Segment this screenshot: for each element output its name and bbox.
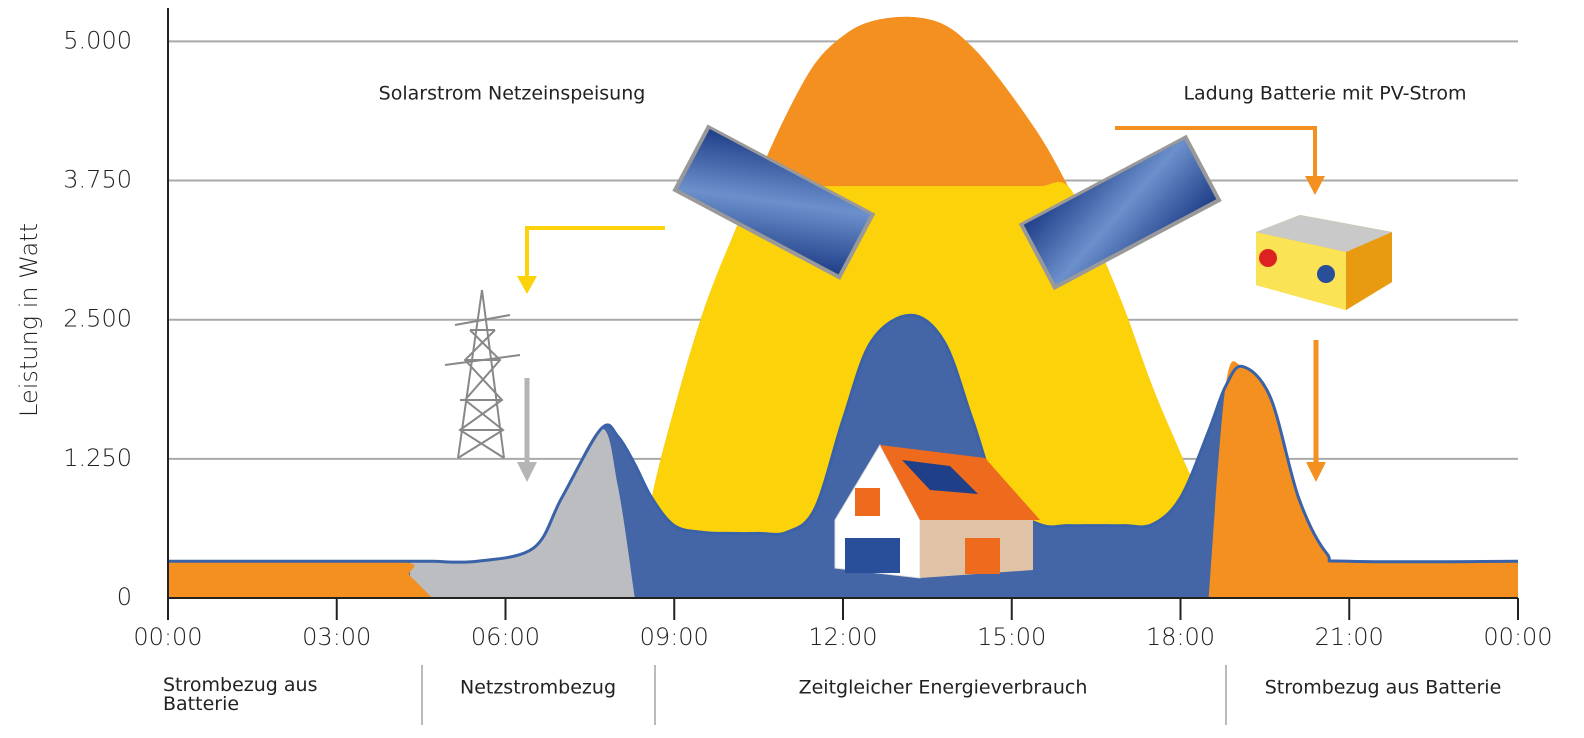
y-tick-label: 3.750: [63, 166, 132, 194]
phase-box: Strombezug aus Batterie: [163, 676, 363, 734]
phase-label: Netzstrombezug: [460, 677, 616, 699]
y-tick-label: 1.250: [63, 444, 132, 472]
arrow-head: [1305, 176, 1325, 195]
phase-label: Strombezug aus Batterie: [1265, 677, 1502, 699]
battery: [1256, 215, 1392, 310]
arrow: [527, 228, 665, 280]
phase-label: Zeitgleicher Energieverbrauch: [799, 677, 1088, 699]
y-tick-label: 5.000: [63, 26, 132, 54]
y-axis-label: Leistung in Watt: [15, 223, 43, 417]
x-tick-label: 00:00: [133, 623, 202, 651]
y-tick-label: 0: [117, 583, 132, 611]
arrow-head: [1306, 462, 1326, 482]
y-tick-label: 2.500: [63, 305, 132, 333]
x-tick-label: 21:00: [1315, 623, 1384, 651]
x-tick-label: 09:00: [640, 623, 709, 651]
x-tick-label: 06:00: [471, 623, 540, 651]
area: [410, 429, 635, 598]
annotation: Solarstrom Netzeinspeisung: [379, 83, 646, 105]
chart: 0 1.250 2.500 3.750 5.000 00:00 03:00 06:00 09:0…: [0, 0, 1584, 734]
x-tick-label: 00:00: [1483, 623, 1552, 651]
tower: [445, 290, 520, 458]
x-tick-label: 15:00: [977, 623, 1046, 651]
arrow-head: [517, 276, 537, 294]
annotation: Ladung Batterie mit PV-Strom: [1183, 83, 1466, 105]
x-tick-label: 12:00: [808, 623, 877, 651]
arrow-head: [517, 462, 537, 482]
x-tick-label: 03:00: [302, 623, 371, 651]
x-tick-label: 18:00: [1146, 623, 1215, 651]
phase-label: Strombezug aus Batterie: [163, 676, 363, 714]
